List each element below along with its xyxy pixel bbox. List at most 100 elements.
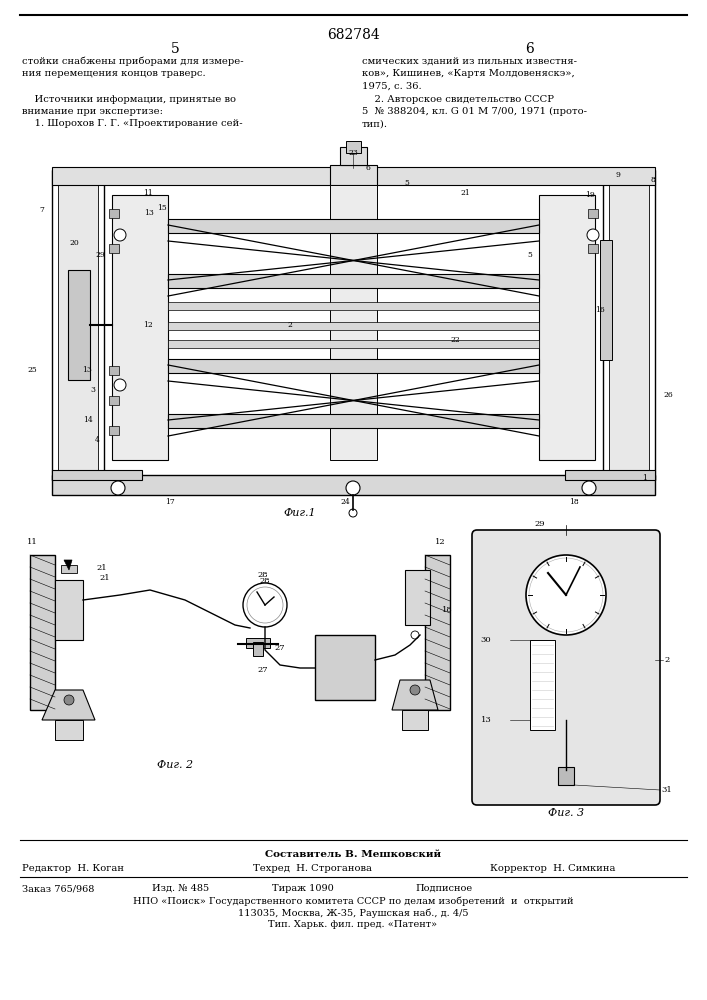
Circle shape (114, 229, 126, 241)
Text: Фиг. 3: Фиг. 3 (548, 808, 584, 818)
Text: ния перемещения концов траверс.: ния перемещения концов траверс. (22, 70, 206, 79)
Text: 31: 31 (662, 786, 672, 794)
Text: Изд. № 485: Изд. № 485 (152, 884, 209, 893)
Bar (109, 426, 119, 435)
Text: 5: 5 (170, 42, 180, 56)
Text: 6: 6 (366, 164, 370, 172)
Text: 7: 7 (40, 206, 45, 214)
Bar (588, 209, 598, 218)
Text: 16: 16 (595, 306, 605, 314)
Circle shape (526, 555, 606, 635)
Text: 1975, с. 36.: 1975, с. 36. (362, 82, 421, 91)
Bar (52, 167, 655, 185)
Text: Источники информации, принятые во: Источники информации, принятые во (22, 95, 236, 104)
Bar (168, 322, 539, 330)
Text: 19: 19 (585, 191, 595, 199)
Text: 13: 13 (144, 209, 154, 217)
Text: 5  № 388204, кл. G 01 М 7/00, 1971 (прото-: 5 № 388204, кл. G 01 М 7/00, 1971 (прото… (362, 107, 587, 116)
Text: 13: 13 (481, 716, 491, 724)
Bar (168, 302, 539, 310)
Circle shape (111, 481, 125, 495)
Bar (168, 359, 539, 373)
Text: 29: 29 (534, 520, 545, 528)
Circle shape (582, 481, 596, 495)
Text: 28: 28 (257, 571, 269, 579)
Text: 18: 18 (442, 606, 452, 614)
Text: 9: 9 (616, 171, 621, 179)
Text: 2: 2 (665, 656, 670, 664)
Bar (112, 195, 168, 460)
Text: 24: 24 (340, 498, 350, 506)
Bar (109, 244, 119, 253)
Bar (168, 274, 539, 288)
Text: Корректор  Н. Симкина: Корректор Н. Симкина (490, 864, 616, 873)
Text: 113035, Москва, Ж-35, Раушская наб., д. 4/5: 113035, Москва, Ж-35, Раушская наб., д. … (238, 908, 468, 918)
Text: тип).: тип). (362, 119, 388, 128)
Bar (68, 270, 90, 380)
Text: 11: 11 (143, 189, 153, 197)
Text: 12: 12 (143, 321, 153, 329)
Bar (405, 570, 430, 625)
Text: 25: 25 (27, 366, 37, 374)
Polygon shape (392, 680, 438, 710)
Text: 13: 13 (82, 366, 92, 374)
Text: Тираж 1090: Тираж 1090 (272, 884, 334, 893)
Circle shape (114, 379, 126, 391)
Bar (168, 414, 539, 428)
Bar (425, 555, 450, 710)
Text: 18: 18 (569, 498, 579, 506)
Bar (600, 240, 612, 360)
Text: 12: 12 (435, 538, 445, 546)
Circle shape (410, 685, 420, 695)
Text: Техред  Н. Строганова: Техред Н. Строганова (253, 864, 372, 873)
Text: 23: 23 (348, 149, 358, 157)
Text: 28: 28 (259, 577, 270, 585)
Polygon shape (42, 690, 95, 720)
Text: 8: 8 (650, 176, 655, 184)
Text: 22: 22 (450, 336, 460, 344)
Circle shape (243, 583, 287, 627)
Circle shape (349, 509, 357, 517)
Circle shape (587, 229, 599, 241)
Text: 2. Авторское свидетельство СССР: 2. Авторское свидетельство СССР (362, 95, 554, 104)
Bar (30, 555, 55, 710)
Bar (52, 475, 655, 495)
Bar (52, 470, 142, 480)
Text: 21: 21 (97, 564, 107, 572)
Bar (168, 340, 539, 348)
Bar (346, 141, 361, 153)
Text: 27: 27 (275, 644, 286, 652)
Text: 1. Шорохов Г. Г. «Проектирование сей-: 1. Шорохов Г. Г. «Проектирование сей- (22, 119, 243, 128)
Text: Тип. Харьк. фил. пред. «Патент»: Тип. Харьк. фил. пред. «Патент» (269, 920, 438, 929)
Text: 11: 11 (27, 538, 37, 546)
Bar (609, 185, 649, 472)
Bar (603, 170, 655, 480)
Text: 2: 2 (288, 321, 293, 329)
Text: Составитель В. Мешковский: Составитель В. Мешковский (265, 850, 441, 859)
Text: Подписное: Подписное (415, 884, 472, 893)
Text: 30: 30 (481, 636, 491, 644)
Text: смических зданий из пильных известня-: смических зданий из пильных известня- (362, 57, 577, 66)
Text: 27: 27 (257, 666, 269, 674)
Bar (253, 642, 263, 656)
Text: 6: 6 (525, 42, 534, 56)
Bar (246, 638, 270, 648)
Bar (330, 165, 377, 185)
Text: ков», Кишинев, «Картя Молдовеняскэ»,: ков», Кишинев, «Картя Молдовеняскэ», (362, 70, 575, 79)
Bar (58, 185, 98, 472)
Text: 29: 29 (95, 251, 105, 259)
Bar (530, 640, 555, 730)
Bar (558, 767, 574, 785)
Text: 3: 3 (90, 386, 95, 394)
Text: Заказ 765/968: Заказ 765/968 (22, 884, 94, 893)
Bar (55, 580, 83, 640)
Text: 4: 4 (95, 436, 100, 444)
Bar (52, 170, 104, 480)
Text: 17: 17 (165, 498, 175, 506)
Bar (109, 209, 119, 218)
Text: 14: 14 (83, 416, 93, 424)
Bar (168, 219, 539, 233)
Text: 21: 21 (100, 574, 110, 582)
Bar (402, 710, 428, 730)
Text: 5: 5 (527, 251, 532, 259)
